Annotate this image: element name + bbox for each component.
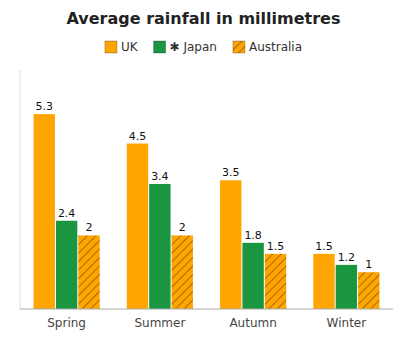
bar bbox=[265, 254, 286, 309]
bar bbox=[358, 272, 379, 309]
x-axis-line bbox=[20, 309, 393, 310]
x-tick-label: Spring bbox=[47, 316, 86, 330]
bar bbox=[313, 254, 334, 309]
x-tick-label: Winter bbox=[327, 316, 367, 330]
bar bbox=[149, 184, 170, 309]
data-label: 4.5 bbox=[129, 130, 147, 143]
bar bbox=[127, 144, 148, 309]
legend-item: Australia bbox=[233, 40, 302, 54]
x-tick-label: Autumn bbox=[229, 316, 276, 330]
bar bbox=[220, 180, 241, 309]
x-tick-label: Summer bbox=[134, 316, 185, 330]
x-ticks: Spring Summer Autumn Winter bbox=[47, 316, 366, 330]
data-labels: 5.3 2.4 2 4.5 3.4 2 3.5 1.8 1.5 1.5 1.2 1 bbox=[35, 100, 372, 271]
chart: Average rainfall in millimetres UK ✱ Japan… bbox=[0, 0, 407, 341]
legend-item: ✱ Japan bbox=[154, 40, 217, 54]
title: Average rainfall in millimetres bbox=[66, 9, 340, 28]
legend-label: ✱ Japan bbox=[170, 40, 217, 54]
data-label: 2 bbox=[86, 221, 93, 234]
data-label: 3.4 bbox=[151, 170, 169, 183]
bar bbox=[78, 235, 99, 309]
bars bbox=[34, 114, 380, 309]
data-label: 5.3 bbox=[35, 100, 53, 113]
y-axis-line bbox=[20, 70, 21, 309]
data-label: 2.4 bbox=[58, 207, 76, 220]
legend-label: Australia bbox=[249, 40, 302, 54]
bar bbox=[56, 221, 77, 309]
legend-swatch bbox=[105, 41, 117, 53]
data-label: 3.5 bbox=[222, 166, 240, 179]
legend-label: UK bbox=[121, 40, 139, 54]
data-label: 1.5 bbox=[315, 240, 333, 253]
bar bbox=[34, 114, 55, 309]
legend: UK ✱ Japan Australia bbox=[105, 40, 302, 54]
legend-item: UK bbox=[105, 40, 139, 54]
bar bbox=[172, 235, 193, 309]
data-label: 1.5 bbox=[267, 240, 285, 253]
bar bbox=[336, 265, 357, 309]
data-label: 1.8 bbox=[244, 229, 262, 242]
legend-swatch bbox=[154, 41, 166, 53]
data-label: 1 bbox=[365, 258, 372, 271]
legend-swatch bbox=[233, 41, 245, 53]
data-label: 2 bbox=[179, 221, 186, 234]
bar bbox=[242, 243, 263, 309]
data-label: 1.2 bbox=[338, 251, 356, 264]
